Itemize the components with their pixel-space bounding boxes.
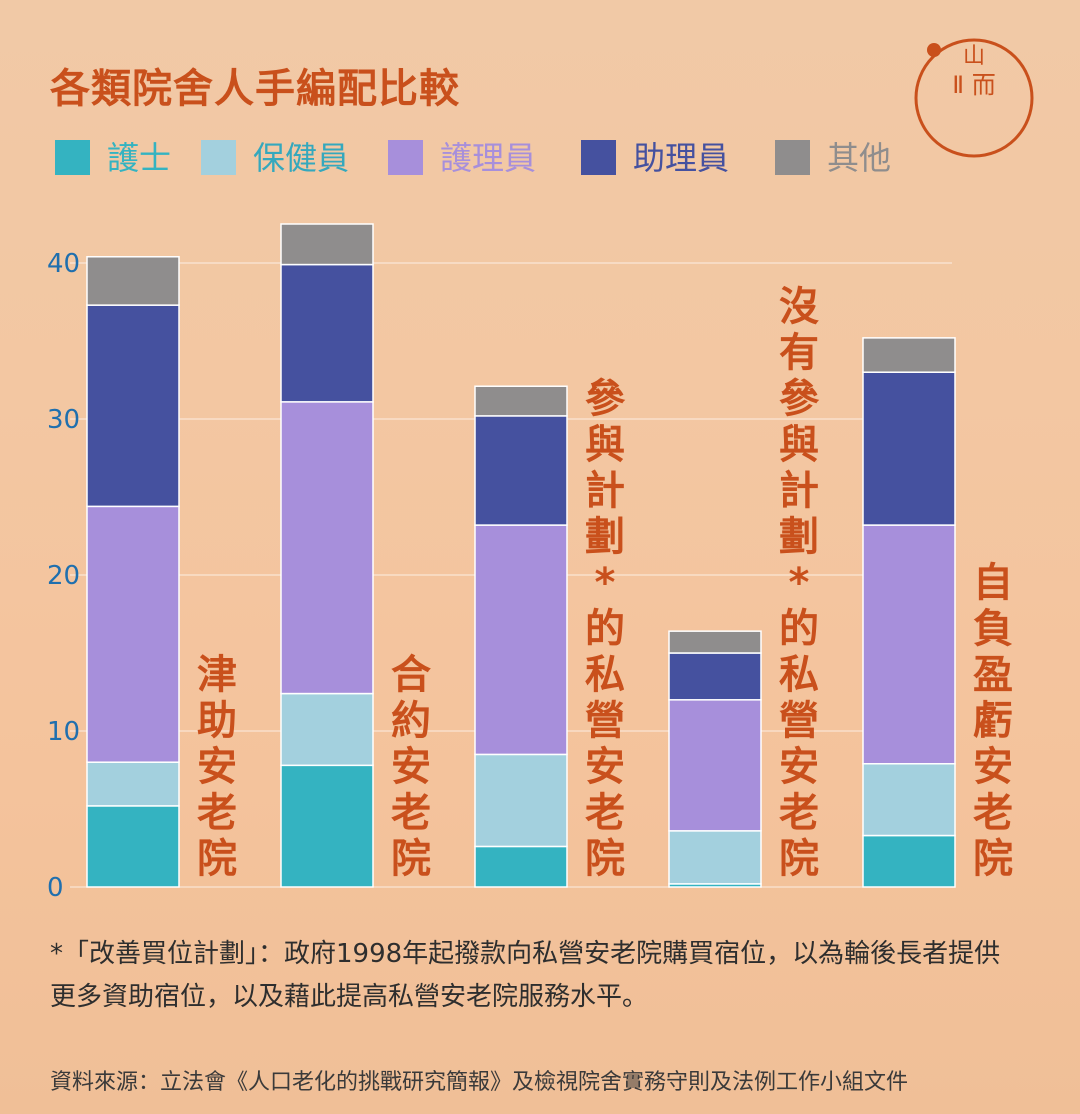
bar-segment-2-category-1 bbox=[280, 401, 374, 695]
bars bbox=[86, 223, 956, 888]
category-label-0: 津助安老院 bbox=[197, 652, 237, 882]
legend-label-health-worker: 保健員 bbox=[253, 139, 350, 177]
legend-swatch-health-worker bbox=[201, 140, 236, 175]
category-labels: 津助安老院 合約安老院 參與計劃*的私營安老院 沒有參與計劃*的私營安老院 自負盈虧安老… bbox=[197, 284, 1013, 882]
category-label-4: 自負盈虧安老院 bbox=[973, 560, 1013, 882]
legend-swatch-assistant bbox=[581, 140, 616, 175]
bar-segment-2-category-4 bbox=[862, 524, 956, 765]
bar-segment-2-category-3 bbox=[668, 699, 762, 832]
brand-logo-icon: 山 Ⅱ 而 bbox=[914, 38, 1034, 158]
bar-segment-4-category-0 bbox=[86, 256, 180, 306]
legend-label-care-worker: 護理員 bbox=[440, 139, 537, 177]
bar-segment-3-category-3 bbox=[668, 652, 762, 701]
bar-segment-0-category-2 bbox=[474, 845, 568, 888]
legend-swatch-other bbox=[775, 140, 810, 175]
bar-segment-0-category-0 bbox=[86, 805, 180, 888]
y-tick-label: 30 bbox=[47, 405, 80, 435]
y-tick-label: 20 bbox=[47, 561, 80, 591]
bar-segment-4-category-3 bbox=[668, 630, 762, 654]
y-axis-ticks: 0 10 20 30 40 bbox=[47, 249, 80, 903]
bar-segment-0-category-4 bbox=[862, 834, 956, 888]
bar-segment-1-category-3 bbox=[668, 830, 762, 885]
legend-label-assistant: 助理員 bbox=[633, 139, 730, 177]
y-tick-label: 0 bbox=[47, 873, 64, 903]
legend-label-other: 其他 bbox=[827, 139, 892, 177]
category-label-3: 沒有參與計劃*的私營安老院 bbox=[779, 284, 820, 882]
legend-swatch-care-worker bbox=[388, 140, 423, 175]
bar-segment-1-category-2 bbox=[474, 753, 568, 848]
bar-segment-4-category-4 bbox=[862, 337, 956, 373]
bar-segment-1-category-0 bbox=[86, 761, 180, 807]
legend-label-nurse: 護士 bbox=[107, 139, 172, 177]
bar-segment-3-category-1 bbox=[280, 263, 374, 403]
chart-title: 各類院舍人手編配比較 bbox=[50, 66, 460, 112]
y-tick-label: 10 bbox=[47, 717, 80, 747]
source-note: 資料來源：立法會《人口老化的挑戰研究簡報》及檢視院舍實務守則及法例工作小組文件 bbox=[50, 1070, 909, 1095]
bar-segment-3-category-4 bbox=[862, 371, 956, 526]
footnote: *「改善買位計劃」：政府1998年起撥款向私營安老院購買宿位，以為輪後長者提供更… bbox=[50, 939, 1001, 1012]
bar-segment-1-category-1 bbox=[280, 692, 374, 767]
bar-segment-2-category-0 bbox=[86, 505, 180, 763]
logo-text-bottom: Ⅱ 而 bbox=[952, 71, 995, 99]
bar-segment-4-category-2 bbox=[474, 385, 568, 417]
bar-segment-4-category-1 bbox=[280, 223, 374, 266]
bar-segment-3-category-2 bbox=[474, 415, 568, 526]
legend-swatch-nurse bbox=[55, 140, 90, 175]
category-label-1: 合約安老院 bbox=[391, 652, 431, 882]
bar-segment-0-category-1 bbox=[280, 764, 374, 888]
bar-segment-3-category-0 bbox=[86, 304, 180, 508]
bar-segment-1-category-4 bbox=[862, 763, 956, 837]
logo-text-top: 山 bbox=[963, 44, 985, 69]
bar-segment-2-category-2 bbox=[474, 524, 568, 756]
category-label-2: 參與計劃*的私營安老院 bbox=[585, 376, 626, 882]
y-tick-label: 40 bbox=[47, 249, 80, 279]
